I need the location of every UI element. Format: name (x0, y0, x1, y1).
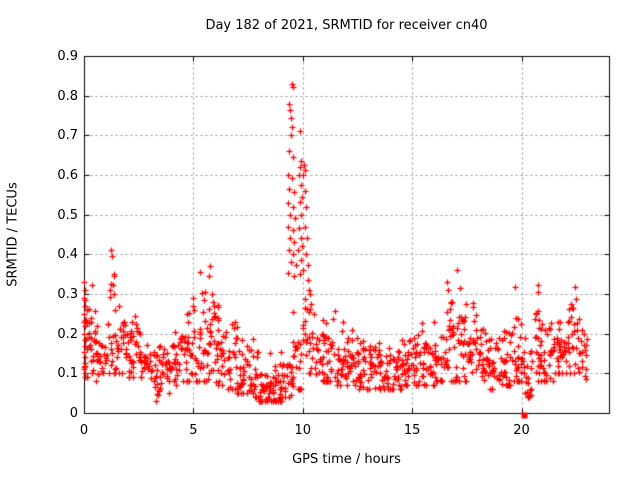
x-axis-title: GPS time / hours (292, 452, 401, 467)
y-tick-label: 0.8 (57, 88, 78, 104)
y-tick-label: 0.3 (57, 287, 78, 302)
y-tick-label: 0.2 (57, 326, 78, 342)
y-tick-label: 0.5 (57, 207, 78, 223)
y-tick-label: 0.4 (57, 247, 78, 263)
x-tick-label: 15 (403, 423, 421, 438)
y-tick-label: 0.6 (57, 168, 78, 183)
y-axis-title: SRMTID / TECUs (5, 182, 21, 287)
x-tick-label: 5 (189, 423, 198, 438)
x-tick-label: 20 (513, 423, 530, 438)
y-tick-label: 0.7 (57, 128, 78, 144)
x-tick-label: 10 (294, 423, 312, 438)
y-tick-label: 0.1 (57, 366, 78, 382)
x-tick-label: 0 (79, 423, 89, 438)
y-tick-label: 0 (69, 406, 78, 421)
y-tick-label: 0.9 (57, 49, 78, 64)
